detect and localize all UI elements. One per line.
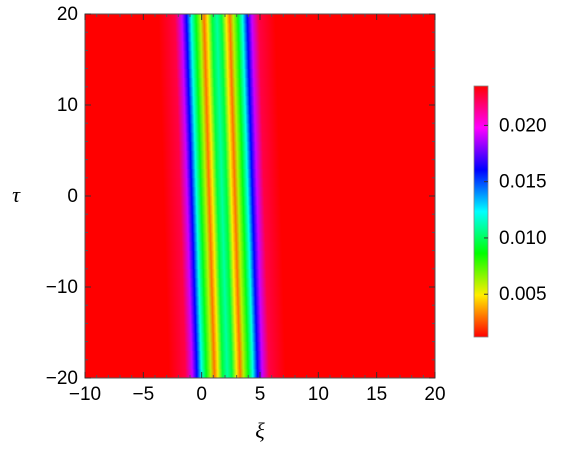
heatmap-strip (85, 122, 435, 133)
y-tick-label: −10 (46, 277, 78, 298)
heatmap-strip (85, 332, 435, 342)
heatmap-strip (85, 323, 435, 333)
heatmap-strip (85, 41, 435, 51)
x-tick-label: 15 (366, 384, 387, 405)
heatmap-strip (85, 141, 435, 151)
heatmap-strip (85, 195, 435, 206)
y-tick-label: 10 (57, 95, 78, 116)
heatmap-strip (85, 268, 435, 279)
colorbar-tick-label: 0.005 (499, 284, 547, 305)
heatmap-strip (85, 232, 435, 242)
heatmap-strip (85, 213, 435, 224)
heatmap-strip (85, 314, 435, 324)
x-tick-label: 0 (196, 384, 207, 405)
plot-area (85, 13, 435, 379)
heatmap-strip (85, 295, 435, 306)
heatmap-strip (85, 204, 435, 215)
heatmap-strip (85, 31, 435, 42)
heatmap-strip (85, 304, 435, 315)
heatmap-strip (85, 150, 435, 160)
heatmap-strip (85, 250, 435, 260)
heatmap-strip (85, 50, 435, 60)
colorbar-tick-label: 0.010 (499, 228, 547, 249)
heatmap-strip (85, 132, 435, 142)
colorbar-tick-label: 0.020 (499, 115, 547, 136)
heatmap-strip (85, 223, 435, 233)
colorbar: 0.005 0.010 0.015 0.020 (473, 85, 547, 338)
heatmap-strip (85, 77, 435, 88)
colorbar-tick-label: 0.015 (499, 172, 547, 193)
x-tick-label: 20 (424, 384, 445, 405)
y-axis-ticks: −20 −10 0 10 20 (46, 4, 435, 389)
heatmap-strip (85, 241, 435, 251)
x-tick-label: 5 (255, 384, 266, 405)
heatmap-strip (85, 359, 435, 370)
heatmap-strip (85, 350, 435, 361)
heatmap-strip (85, 22, 435, 33)
heatmap-strip (85, 186, 435, 197)
heatmap-strip (85, 113, 435, 124)
heatmap-strip (85, 86, 435, 97)
x-tick-label: 10 (308, 384, 329, 405)
heatmap-strip (85, 277, 435, 288)
heatmap-strip (85, 286, 435, 297)
x-tick-label: −10 (69, 384, 101, 405)
y-axis-title: τ (12, 182, 21, 207)
heatmap-strip (85, 59, 435, 69)
y-tick-label: 0 (67, 186, 78, 207)
x-axis-title: ξ (255, 418, 265, 443)
heatmap-strip (85, 341, 435, 351)
heatmap-strip (85, 68, 435, 78)
colorbar-gradient-bar (473, 85, 489, 338)
x-axis-ticks: −10 −5 0 5 10 15 20 (69, 14, 446, 405)
heatmap-strip (85, 168, 435, 179)
x-tick-label: −5 (132, 384, 154, 405)
heatmap-strip (85, 177, 435, 188)
heatmap-strip (85, 95, 435, 106)
heatmap-strip (85, 259, 435, 270)
y-tick-label: −20 (46, 368, 78, 389)
heatmap-strip (85, 159, 435, 169)
heatmap-strip (85, 104, 435, 115)
y-tick-label: 20 (57, 4, 78, 25)
